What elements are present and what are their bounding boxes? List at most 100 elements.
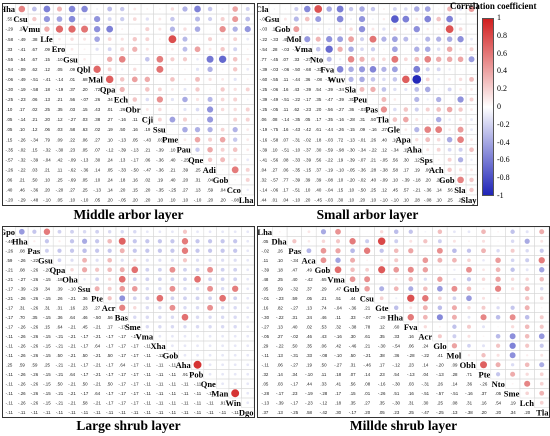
correlation-value-label: -.25 xyxy=(5,97,13,102)
correlation-value-label: -.55 xyxy=(271,77,279,82)
correlation-value-label: -.28 xyxy=(320,391,328,396)
correlation-circle xyxy=(145,315,150,319)
correlation-value-label: .78 xyxy=(364,324,371,329)
correlation-circle xyxy=(423,325,427,329)
correlation-value-label: .01 xyxy=(107,107,114,112)
correlation-circle xyxy=(108,277,112,281)
correlation-value-label: .10 xyxy=(392,137,399,142)
correlation-circle xyxy=(447,6,453,12)
correlation-circle xyxy=(436,67,441,72)
species-label: Gob xyxy=(213,175,229,185)
correlation-value-label: .36 xyxy=(348,107,355,112)
correlation-circle xyxy=(183,287,187,291)
correlation-circle xyxy=(452,334,457,339)
correlation-value-label: -.37 xyxy=(303,147,311,152)
correlation-value-label: -.11 xyxy=(206,400,214,405)
heatmap-svg: -.46-.26.08.59 -.26 -.22-.21.08 -.26 -.20-.2… xyxy=(3,227,254,417)
correlation-value-label: .10 xyxy=(56,57,63,62)
correlation-value-label: -.17 xyxy=(118,353,126,358)
correlation-circle xyxy=(404,128,408,132)
correlation-value-label: -.11 xyxy=(131,410,139,415)
correlation-value-label: -.02 xyxy=(261,248,269,253)
correlation-value-label: .44 xyxy=(306,381,313,386)
correlation-value-label: -.01 xyxy=(358,137,366,142)
correlation-circle xyxy=(43,5,51,13)
correlation-value-label: .14 xyxy=(422,362,429,367)
heatmap-panel-large-shrub: -.46 -.26.08.59 -.26 -.22 -.21.08 -.26 -.20 -.2… xyxy=(2,226,255,418)
correlation-value-label: .03 xyxy=(82,117,89,122)
correlation-circle xyxy=(168,35,177,44)
correlation-circle xyxy=(525,391,529,396)
correlation-circle xyxy=(422,295,429,302)
correlation-circle xyxy=(194,136,201,143)
correlation-circle xyxy=(221,363,225,367)
colorbar-tick-label: 0.6 xyxy=(497,48,507,58)
correlation-circle xyxy=(18,5,26,13)
correlation-circle xyxy=(246,401,250,405)
correlation-circle xyxy=(132,36,137,42)
correlation-value-label: -.11 xyxy=(6,334,14,339)
correlation-circle xyxy=(278,230,281,233)
correlation-circle xyxy=(394,239,399,244)
correlation-circle xyxy=(392,46,398,53)
correlation-circle xyxy=(451,314,457,320)
correlation-circle xyxy=(58,37,61,41)
correlation-value-label: .07 xyxy=(94,147,101,152)
correlation-value-label: -.04 xyxy=(43,157,51,162)
correlation-value-label: -.11 xyxy=(94,410,102,415)
correlation-value-label: .11 xyxy=(262,258,268,263)
correlation-value-label: .05 xyxy=(82,147,89,152)
correlation-value-label: -.11 xyxy=(169,372,177,377)
correlation-value-label: .46 xyxy=(19,188,26,193)
correlation-circle xyxy=(220,97,225,102)
correlation-value-label: .20 xyxy=(207,198,214,203)
correlation-circle xyxy=(414,107,419,112)
correlation-value-label: .41 xyxy=(437,353,444,358)
correlation-value-label: .03 xyxy=(56,127,63,132)
correlation-value-label: -.17 xyxy=(131,391,139,396)
correlation-circle xyxy=(145,56,150,62)
correlation-circle xyxy=(304,36,311,43)
correlation-value-label: .14 xyxy=(436,188,443,193)
species-label: Csu xyxy=(360,293,374,303)
correlation-circle xyxy=(207,266,214,273)
correlation-value-label: .21 xyxy=(56,97,63,102)
correlation-value-label: .15 xyxy=(337,188,344,193)
correlation-value-label: .56 xyxy=(107,315,114,320)
correlation-value-label: -.11 xyxy=(6,381,14,386)
correlation-value-label: .40 xyxy=(381,137,388,142)
correlation-circle xyxy=(133,28,136,30)
correlation-value-label: .91 xyxy=(220,400,227,405)
correlation-value-label: -.11 xyxy=(156,362,164,367)
correlation-circle xyxy=(158,325,162,329)
species-label: Adi xyxy=(203,165,217,175)
correlation-circle xyxy=(466,324,471,329)
correlation-value-label: -.10 xyxy=(43,198,51,203)
correlation-value-label: .10 xyxy=(304,188,311,193)
correlation-circle xyxy=(382,77,386,82)
correlation-circle xyxy=(336,66,344,73)
correlation-circle xyxy=(245,177,250,182)
correlation-value-label: .27 xyxy=(107,117,114,122)
correlation-circle xyxy=(208,47,212,51)
correlation-circle xyxy=(145,17,149,21)
correlation-value-label: -.17 xyxy=(81,362,89,367)
correlation-value-label: -.50 xyxy=(293,67,301,72)
correlation-circle xyxy=(232,16,239,23)
correlation-circle xyxy=(447,167,452,173)
correlation-circle xyxy=(145,97,150,102)
correlation-value-label: .09 xyxy=(451,362,458,367)
correlation-circle xyxy=(337,46,343,52)
correlation-circle xyxy=(379,296,384,301)
correlation-value-label: -.10 xyxy=(305,372,313,377)
correlation-value-label: .10 xyxy=(94,177,101,182)
correlation-value-label: .39 xyxy=(304,177,311,182)
correlation-value-label: -.12 xyxy=(320,400,328,405)
correlation-value-label: -.17 xyxy=(131,334,139,339)
correlation-circle xyxy=(195,16,201,22)
colorbar-tick-label: -0.4 xyxy=(497,137,510,147)
correlation-value-label: -.30 xyxy=(392,381,400,386)
correlation-circle xyxy=(70,47,74,51)
correlation-circle xyxy=(246,296,250,300)
correlation-value-label: .20 xyxy=(524,410,531,415)
